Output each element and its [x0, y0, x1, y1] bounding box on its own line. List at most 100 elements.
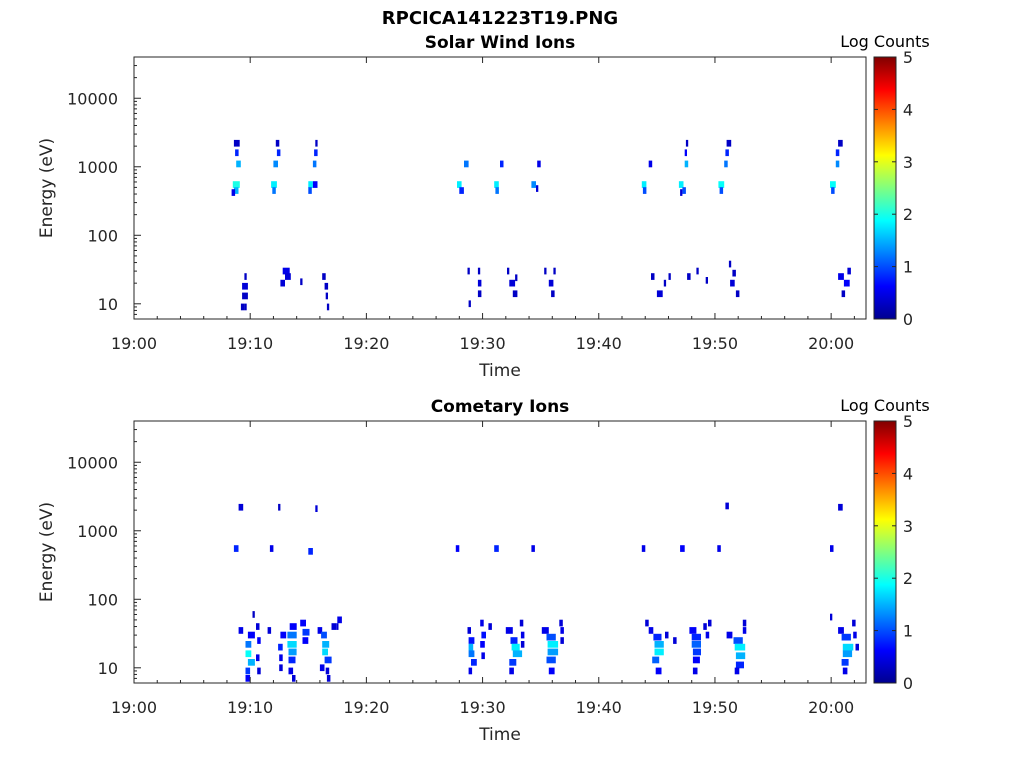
- colorbar-tick-label: 2: [903, 569, 913, 588]
- spectrogram-cell: [245, 641, 252, 648]
- spectrogram-cell: [288, 648, 297, 656]
- spectrogram-cell: [245, 675, 251, 682]
- spectrogram-cell: [691, 641, 701, 648]
- spectrogram-cell: [696, 267, 699, 275]
- spectrogram-cell: [324, 656, 332, 664]
- spectrogram-cell: [842, 650, 853, 658]
- spectrogram-cell: [252, 611, 255, 618]
- spectrogram-cell: [734, 643, 746, 651]
- spectrogram-cell: [308, 548, 313, 555]
- spectrogram-cell: [510, 637, 518, 644]
- spectrogram-cell: [546, 633, 556, 641]
- spectrogram-cell: [477, 267, 481, 275]
- spectrogram-cell: [692, 667, 698, 675]
- spectrogram-cell: [468, 300, 471, 308]
- colorbar-tick-label: 3: [903, 153, 913, 172]
- spectrogram-cell: [665, 631, 669, 639]
- spectrogram-cell: [642, 187, 647, 194]
- spectrogram-cell: [256, 623, 260, 630]
- spectrogram-cell: [271, 181, 277, 188]
- spectrogram-cell: [247, 659, 255, 666]
- spectrogram-cell: [544, 267, 547, 275]
- y-tick-label: 1000: [77, 522, 118, 541]
- spectrogram-cell: [703, 623, 707, 630]
- spectrogram-cell: [652, 656, 660, 664]
- spectrogram-cell: [480, 619, 484, 627]
- spectrogram-cell: [717, 545, 721, 552]
- spectrogram-cell: [267, 627, 272, 634]
- spectrogram-cell: [648, 160, 653, 168]
- spectrogram-cell: [464, 160, 469, 168]
- panel-title: Cometary Ions: [431, 397, 570, 417]
- spectrogram-cell: [725, 502, 729, 510]
- spectrogram-cell: [314, 149, 318, 157]
- spectrogram-cell: [488, 623, 492, 630]
- spectrogram-cell: [481, 652, 485, 660]
- spectrogram-cell: [242, 282, 248, 290]
- x-tick-label: 19:00: [111, 334, 157, 353]
- spectrogram-cell: [288, 667, 294, 675]
- spectrogram-cell: [515, 274, 518, 282]
- spectrogram-cell: [843, 279, 850, 287]
- colorbar-tick-label: 4: [903, 100, 913, 119]
- x-tick-label: 19:00: [111, 698, 157, 717]
- y-axis-label: Energy (eV): [37, 502, 57, 602]
- spectrogram-cell: [282, 267, 290, 275]
- spectrogram-cell: [480, 641, 485, 648]
- spectrogram-cell: [467, 267, 470, 275]
- spectrogram-cell: [468, 650, 475, 658]
- y-tick-label: 10000: [67, 89, 118, 108]
- plot-area: [134, 57, 866, 319]
- spectrogram-cell: [459, 187, 464, 194]
- spectrogram-cell: [645, 619, 649, 627]
- spectrogram-cell: [509, 667, 514, 675]
- spectrogram-cell: [684, 160, 689, 168]
- spectrogram-cell: [548, 279, 554, 287]
- spectrogram-cell: [509, 279, 516, 287]
- spectrogram-cell: [541, 627, 549, 634]
- spectrogram-cell: [732, 269, 736, 277]
- spectrogram-cell: [841, 290, 846, 298]
- colorbar-tick-label: 1: [903, 258, 913, 277]
- spectrogram-cell: [256, 654, 260, 662]
- spectrogram-cell: [512, 290, 518, 298]
- x-axis-label: Time: [478, 725, 521, 745]
- spectrogram-cell: [531, 181, 536, 188]
- spectrogram-cell: [651, 273, 655, 280]
- spectrogram-cell: [495, 187, 499, 194]
- colorbar-tick-label: 0: [903, 310, 913, 329]
- spectrogram-cell: [673, 637, 677, 644]
- plot-area: [134, 421, 866, 683]
- spectrogram-cell: [236, 160, 241, 168]
- spectrogram-cell: [531, 545, 535, 552]
- spectrogram-cell: [315, 139, 318, 147]
- spectrogram-cells: [233, 502, 859, 682]
- spectrogram-cell: [838, 139, 843, 147]
- spectrogram-cell: [238, 627, 244, 634]
- spectrogram-cell: [280, 631, 287, 639]
- spectrogram-cell: [322, 273, 326, 280]
- spectrogram-cell: [520, 631, 525, 639]
- spectrogram-cell: [300, 619, 306, 627]
- spectrogram-cell: [724, 160, 728, 168]
- spectrogram-cell: [331, 623, 337, 630]
- colorbar-label: Log Counts: [840, 396, 930, 415]
- spectrogram-cell: [509, 659, 517, 666]
- spectrogram-cell: [471, 659, 477, 666]
- colorbar: [873, 420, 897, 684]
- spectrogram-cell: [244, 303, 247, 311]
- spectrogram-cell: [337, 616, 342, 624]
- spectrogram-cell: [240, 303, 245, 311]
- x-tick-label: 19:50: [692, 334, 738, 353]
- spectrogram-cell: [684, 149, 687, 157]
- spectrogram-cell: [687, 273, 691, 280]
- spectrogram-cell: [847, 267, 851, 275]
- y-tick-label: 1000: [77, 158, 118, 177]
- x-tick-label: 19:30: [460, 698, 506, 717]
- spectrogram-cell: [692, 648, 701, 656]
- spectrogram-cell: [288, 656, 296, 664]
- spectrogram-cell: [835, 149, 840, 157]
- spectrogram-cell: [275, 139, 280, 147]
- colorbar-tick-label: 5: [903, 48, 913, 67]
- x-tick-label: 20:00: [808, 334, 854, 353]
